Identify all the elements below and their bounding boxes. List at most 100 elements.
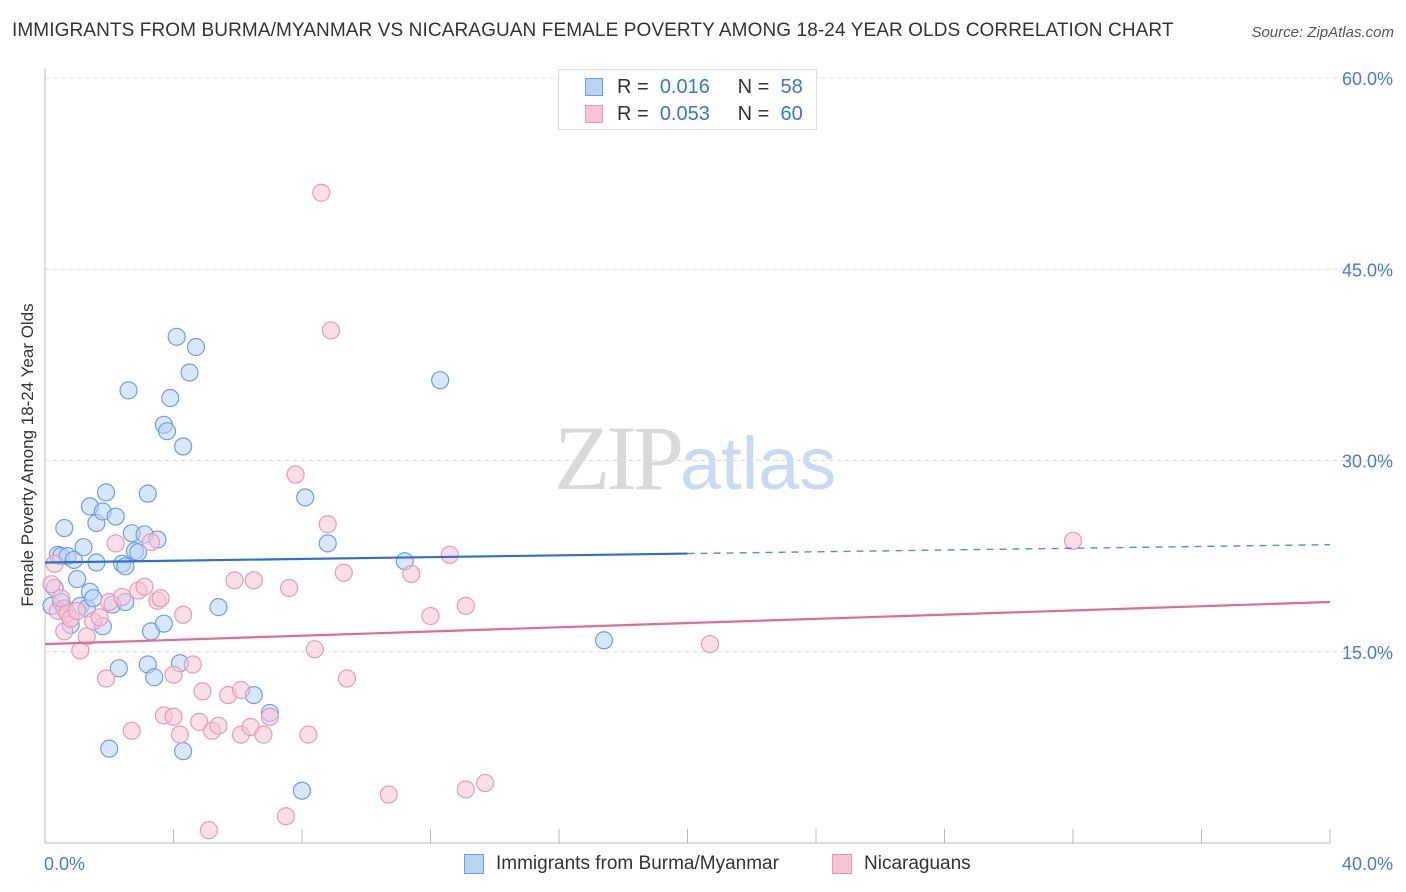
- nicaraguan-point: [456, 780, 475, 799]
- nicaraguan-point: [68, 601, 87, 621]
- legend-swatch-pink: [585, 105, 603, 123]
- legend-n-value: 60: [780, 102, 803, 125]
- nicaraguan-point: [254, 725, 273, 744]
- tick-labels: 15.0% 30.0% 45.0% 60.0% 0.0% 40.0%: [44, 69, 1393, 874]
- stats-legend: R = 0.016 N = 58 R = 0.053 N = 60: [558, 69, 817, 130]
- burma-point: [68, 569, 87, 589]
- burma-point: [55, 518, 74, 538]
- nicaraguan-point: [276, 807, 296, 826]
- burma-point: [119, 381, 138, 400]
- nicaraguan-point: [170, 725, 190, 744]
- burma-point: [84, 589, 103, 608]
- nicaraguan-point: [164, 707, 183, 726]
- data-points: [42, 183, 1083, 840]
- nicaraguan-point: [42, 575, 61, 594]
- burma-point: [157, 422, 177, 441]
- burma-point: [209, 598, 228, 617]
- nicaraguan-point: [321, 321, 341, 340]
- nicaraguan-trend-line: [44, 600, 1331, 646]
- burma-point: [145, 668, 164, 687]
- legend-n-value: 58: [780, 75, 803, 98]
- legend-row-nicaraguans: R = 0.053 N = 60: [585, 102, 803, 126]
- burma-point: [186, 337, 206, 357]
- nicaraguan-point: [456, 596, 475, 615]
- bottom-legend-swatch-pink: [832, 854, 852, 874]
- nicaraguan-point: [305, 640, 324, 659]
- burma-point: [154, 614, 173, 633]
- nicaraguan-point: [244, 571, 263, 590]
- burma-trend-line: [44, 552, 688, 564]
- burma-point: [174, 437, 193, 456]
- nicaraguan-point: [141, 532, 161, 552]
- nicaraguan-point: [299, 725, 318, 744]
- nicaraguan-point: [193, 682, 212, 701]
- nicaraguan-point: [379, 785, 398, 804]
- nicaraguan-point: [318, 515, 337, 534]
- legend-n-label: N =: [737, 75, 770, 98]
- nicaraguan-point: [96, 669, 116, 688]
- nicaraguan-point: [77, 627, 96, 646]
- legend-r-label: R =: [617, 102, 649, 125]
- y-tick-label: 45.0%: [1342, 260, 1393, 280]
- nicaraguan-point: [106, 534, 125, 553]
- burma-point: [64, 550, 84, 570]
- nicaraguan-point: [164, 665, 183, 684]
- nicaraguan-point: [183, 655, 202, 674]
- burma-point: [431, 371, 450, 390]
- legend-r-label: R =: [617, 75, 649, 98]
- nicaraguan-point: [151, 589, 170, 608]
- chart-title: IMMIGRANTS FROM BURMA/MYANMAR VS NICARAG…: [12, 20, 1174, 41]
- nicaraguan-point: [45, 554, 64, 573]
- y-tick-label: 30.0%: [1342, 452, 1393, 472]
- nicaraguan-point: [334, 563, 353, 582]
- watermark: ZIPatlas: [554, 405, 836, 511]
- nicaraguan-point: [337, 669, 357, 688]
- nicaraguan-point: [280, 578, 299, 598]
- burma-point: [106, 507, 125, 526]
- y-tick-label: 15.0%: [1342, 643, 1393, 663]
- nicaraguan-point: [231, 680, 251, 700]
- bottom-legend-nicaraguans: Nicaraguans: [832, 852, 971, 876]
- watermark-atlas: atlas: [680, 422, 837, 505]
- burma-point: [292, 781, 312, 800]
- nicaraguan-point: [51, 589, 71, 608]
- burma-point: [74, 538, 93, 557]
- nicaraguan-point: [700, 634, 720, 654]
- nicaraguan-point: [260, 707, 279, 726]
- legend-r-value: 0.053: [659, 102, 710, 125]
- burma-point: [109, 659, 128, 678]
- burma-point: [138, 484, 157, 503]
- nicaraguan-point: [1063, 531, 1083, 550]
- nicaraguan-point: [174, 605, 193, 624]
- nicaraguan-point: [209, 716, 228, 735]
- nicaraguan-point: [312, 183, 331, 202]
- legend-row-burma: R = 0.016 N = 58: [585, 75, 803, 99]
- nicaraguan-point: [421, 606, 440, 626]
- trend-lines: [44, 543, 1331, 646]
- x-tick-label: 0.0%: [44, 854, 85, 874]
- nicaraguan-point: [90, 608, 109, 627]
- nicaraguan-point: [402, 564, 421, 584]
- burma-point: [174, 742, 193, 761]
- nicaraguan-point: [440, 545, 459, 564]
- burma-point: [96, 483, 116, 502]
- bottom-legend-burma: Immigrants from Burma/Myanmar: [464, 852, 779, 876]
- source-label: Source: ZipAtlas.com: [1251, 24, 1394, 41]
- bottom-legend-label: Immigrants from Burma/Myanmar: [496, 853, 779, 874]
- bottom-legend-label: Nicaraguans: [864, 853, 971, 874]
- nicaraguan-point: [286, 465, 305, 484]
- watermark-zip: ZIP: [554, 407, 684, 509]
- nicaraguan-point: [122, 721, 141, 740]
- burma-point: [161, 388, 180, 408]
- nicaraguan-point: [199, 821, 218, 840]
- y-tick-label: 60.0%: [1342, 69, 1393, 89]
- legend-n-label: N =: [737, 102, 770, 125]
- axes: [44, 68, 1331, 844]
- burma-point: [100, 739, 119, 758]
- nicaraguan-point: [112, 587, 132, 607]
- legend-r-value: 0.016: [659, 75, 710, 98]
- nicaraguan-point: [135, 577, 154, 596]
- burma-point: [167, 327, 186, 346]
- nicaraguan-point: [476, 773, 495, 793]
